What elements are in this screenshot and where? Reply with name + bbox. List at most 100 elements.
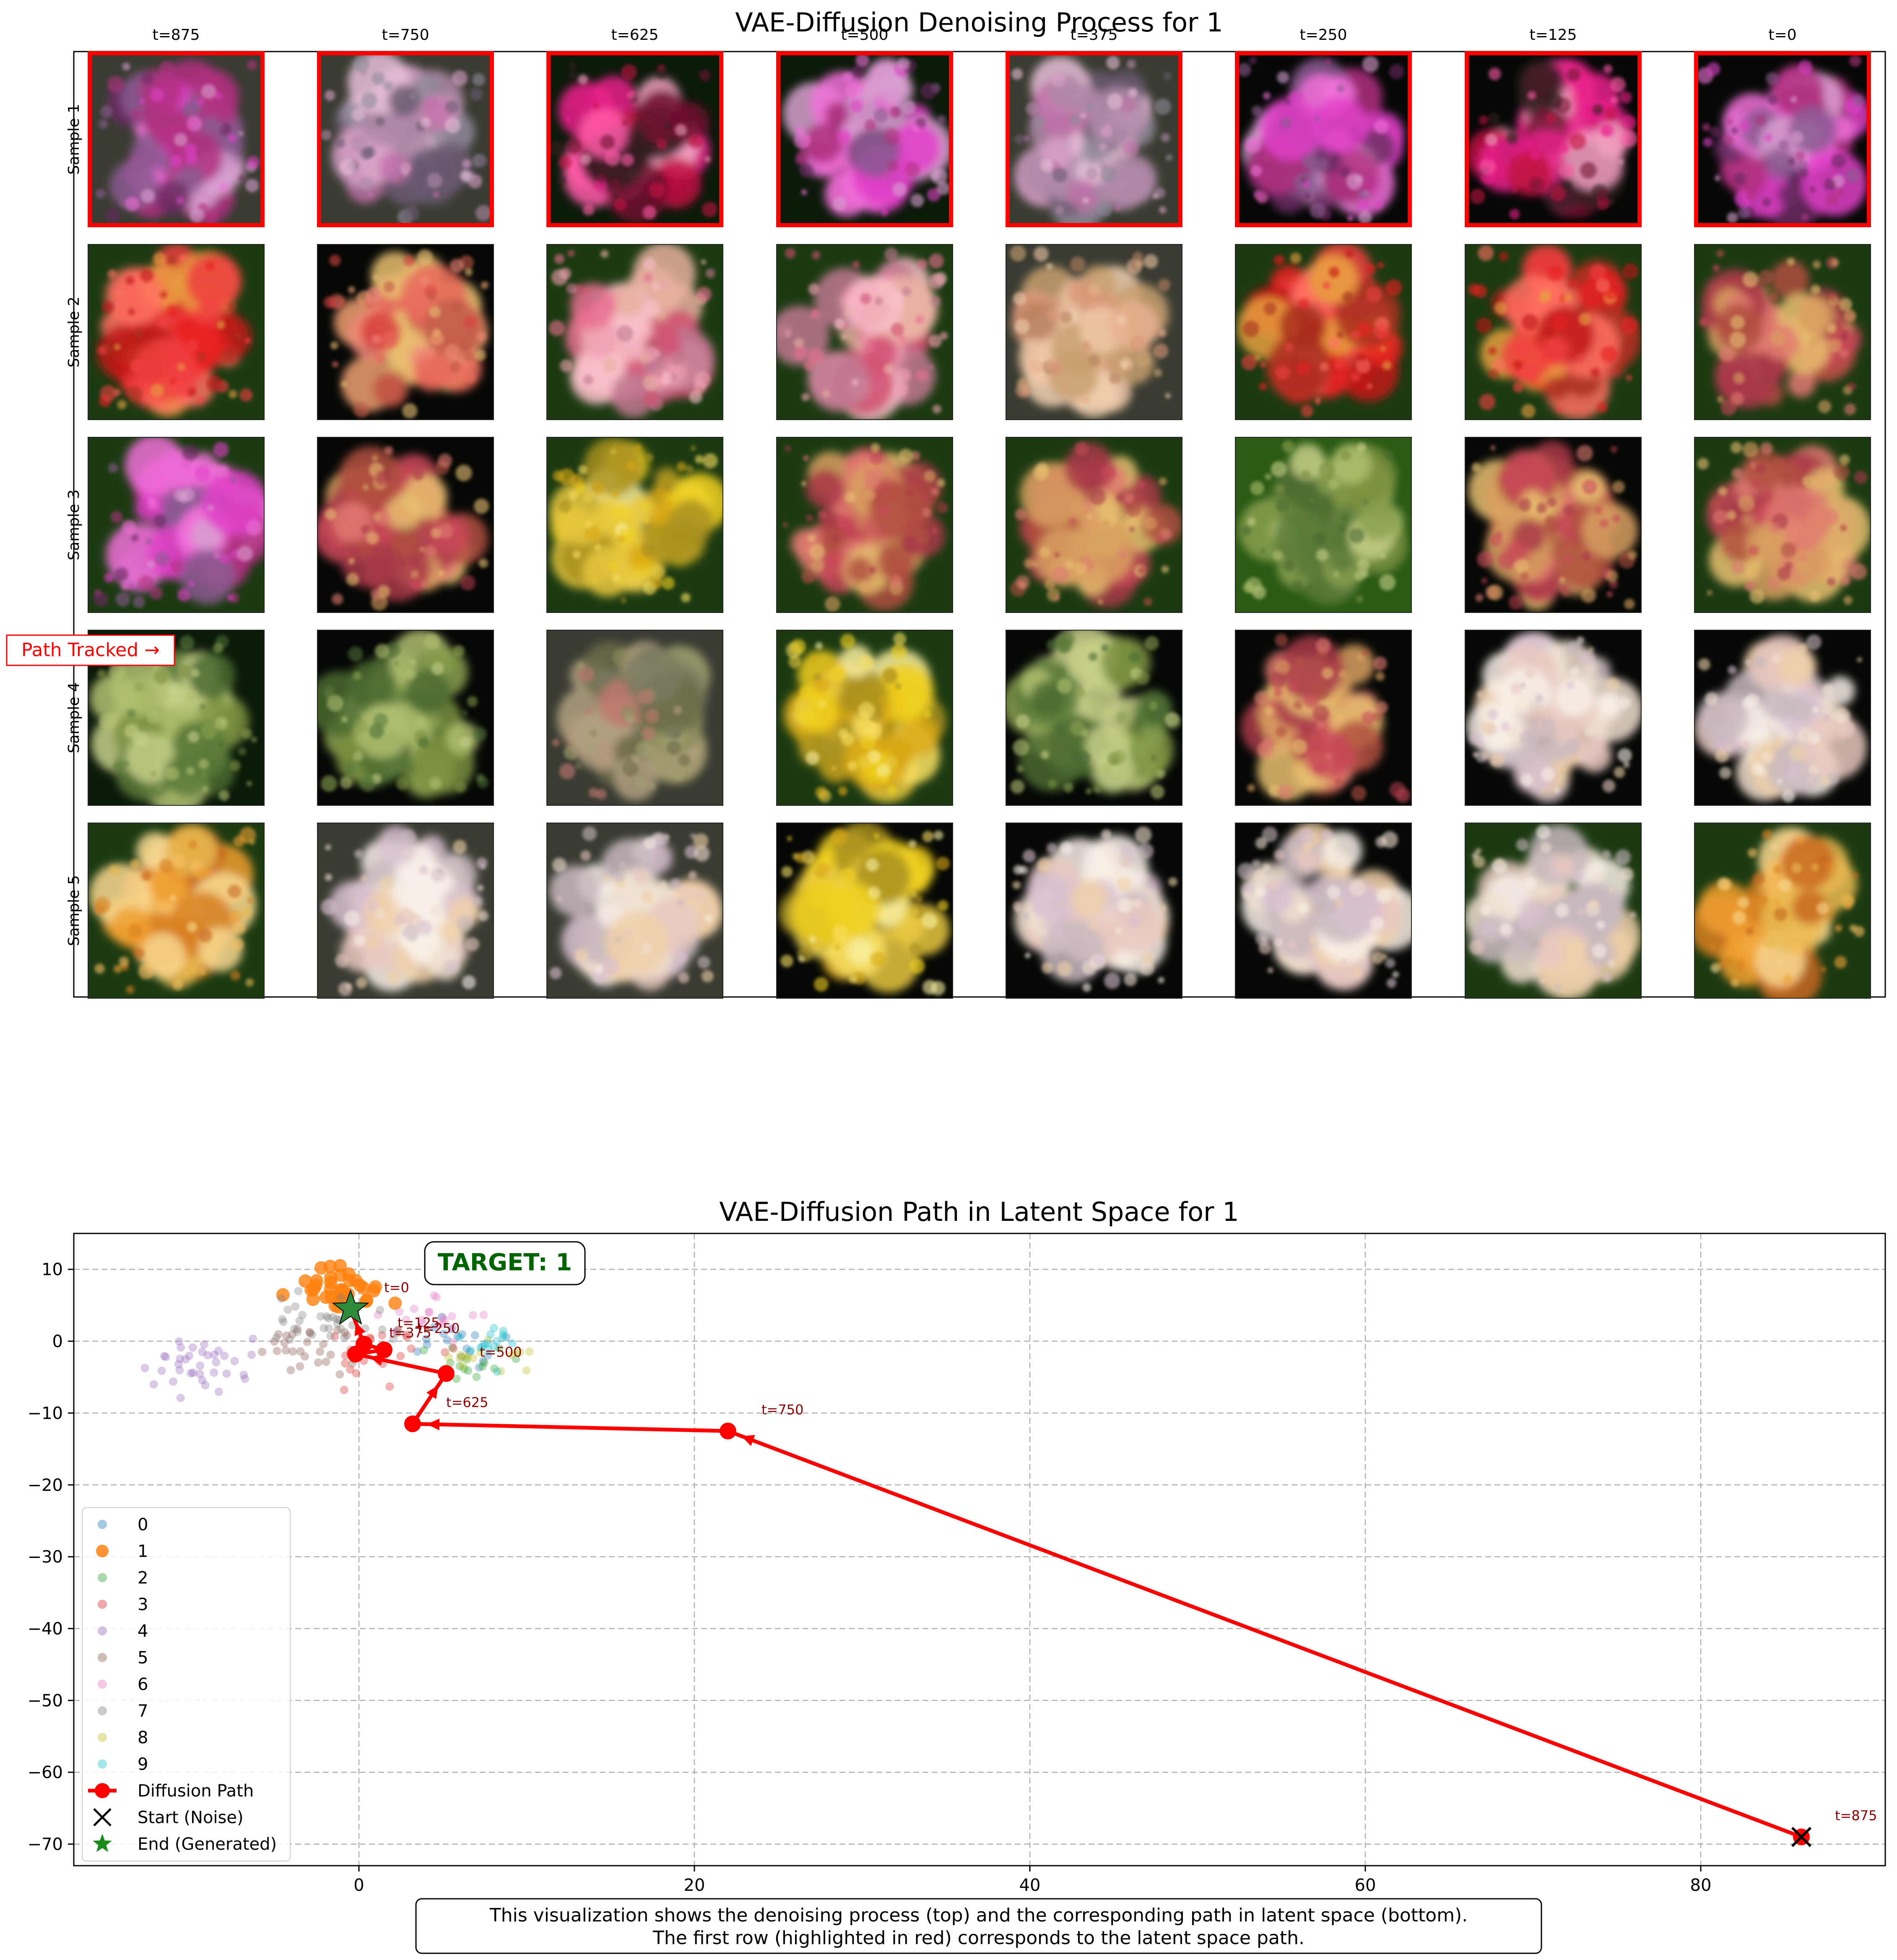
class-7-point bbox=[340, 1333, 349, 1342]
class-8-point bbox=[463, 1353, 472, 1361]
class-6-point bbox=[391, 1327, 400, 1336]
path-point bbox=[438, 1365, 455, 1382]
legend-marker bbox=[98, 1599, 107, 1609]
legend-item: 3 bbox=[98, 1595, 148, 1615]
class-5-point bbox=[288, 1330, 296, 1339]
flower-image bbox=[546, 51, 723, 227]
class-7-point bbox=[324, 1314, 333, 1323]
x-tick-label: 80 bbox=[1690, 1876, 1712, 1895]
legend-marker bbox=[93, 1834, 112, 1852]
class-7-point bbox=[279, 1318, 288, 1327]
legend-item: 6 bbox=[98, 1675, 148, 1694]
class-4-point bbox=[220, 1351, 229, 1360]
class-5-point bbox=[326, 1350, 335, 1359]
flower-image bbox=[776, 51, 953, 227]
flower-image bbox=[776, 630, 953, 806]
class-7-point bbox=[290, 1324, 299, 1333]
flower-image bbox=[1694, 437, 1871, 613]
class-7-point bbox=[293, 1327, 302, 1336]
class-5-point bbox=[392, 1329, 401, 1337]
class-3-point bbox=[402, 1330, 411, 1339]
target-box bbox=[424, 1241, 586, 1285]
legend-marker bbox=[98, 1573, 107, 1582]
class-5-point bbox=[273, 1347, 281, 1355]
class-0-point bbox=[439, 1329, 448, 1338]
class-6-point bbox=[447, 1312, 456, 1321]
class-7-point bbox=[316, 1312, 325, 1321]
class-0-point bbox=[447, 1325, 456, 1334]
class-7-point bbox=[333, 1315, 341, 1324]
class-6-point bbox=[448, 1323, 457, 1332]
class-4-point bbox=[160, 1352, 169, 1360]
class-3-point bbox=[449, 1344, 458, 1353]
path-point bbox=[356, 1335, 372, 1353]
caption: This visualization shows the denoising p… bbox=[415, 1898, 1542, 1954]
legend-marker bbox=[98, 1680, 107, 1689]
class-5-point bbox=[280, 1339, 289, 1347]
flower-image bbox=[1694, 630, 1871, 806]
flower-image bbox=[1694, 244, 1871, 420]
class-2-point bbox=[490, 1364, 499, 1373]
class-4-point bbox=[188, 1343, 197, 1352]
legend-label: 4 bbox=[138, 1622, 148, 1641]
path-step-label: t=625 bbox=[446, 1394, 488, 1410]
class-5-point bbox=[293, 1324, 302, 1333]
legend-marker bbox=[95, 1783, 110, 1798]
legend-marker bbox=[96, 1545, 109, 1558]
class-8-point bbox=[496, 1367, 505, 1376]
class-7-point bbox=[337, 1293, 346, 1302]
class-5-point bbox=[286, 1366, 295, 1375]
class-5-point bbox=[333, 1326, 342, 1334]
class-2-point bbox=[446, 1358, 455, 1367]
class-6-point bbox=[439, 1320, 447, 1329]
legend-label: 6 bbox=[138, 1675, 148, 1694]
denoising-grid-panel: VAE-Diffusion Denoising Process for 1 t=… bbox=[6, 7, 1886, 999]
class-8-point bbox=[456, 1351, 465, 1360]
class-5-point bbox=[316, 1347, 325, 1356]
legend-marker bbox=[98, 1733, 107, 1742]
class-7-point bbox=[329, 1313, 338, 1321]
class-6-point bbox=[418, 1319, 427, 1328]
class-4-point bbox=[175, 1366, 184, 1375]
class-8-point bbox=[507, 1351, 515, 1360]
path-arrowhead bbox=[426, 1385, 439, 1399]
flower-image bbox=[1235, 437, 1412, 613]
class-5-point bbox=[296, 1362, 304, 1371]
flower-image bbox=[1235, 630, 1412, 806]
row-label: Sample 4 bbox=[65, 682, 83, 753]
y-tick-label: −60 bbox=[28, 1763, 63, 1782]
class-2-point bbox=[464, 1366, 473, 1375]
caption-line-1: This visualization shows the denoising p… bbox=[489, 1905, 1468, 1926]
x-tick-label: 60 bbox=[1355, 1876, 1376, 1895]
flower-image bbox=[776, 244, 953, 420]
flower-image bbox=[88, 630, 265, 806]
class-5-point bbox=[303, 1337, 312, 1346]
legend-marker bbox=[98, 1706, 107, 1716]
class-2-point bbox=[512, 1355, 520, 1363]
class-4-point bbox=[176, 1394, 185, 1402]
class-2-point bbox=[460, 1365, 469, 1373]
class-5-point bbox=[258, 1347, 267, 1356]
legend-label: 1 bbox=[138, 1542, 148, 1561]
path-tracked-box bbox=[6, 634, 175, 666]
flower-image bbox=[546, 244, 723, 420]
class-9-point bbox=[493, 1367, 502, 1376]
class-5-point bbox=[270, 1337, 279, 1346]
class-3-point bbox=[385, 1382, 394, 1391]
class-7-point bbox=[324, 1324, 333, 1333]
class-2-point bbox=[478, 1362, 487, 1371]
y-tick-label: 10 bbox=[42, 1260, 63, 1280]
class-8-point bbox=[458, 1362, 467, 1371]
x-tick-label: 0 bbox=[353, 1876, 364, 1895]
highlight-border bbox=[1006, 51, 1182, 227]
path-step-label: t=375 bbox=[389, 1325, 431, 1341]
class-7-point bbox=[283, 1305, 292, 1314]
class-5-point bbox=[335, 1370, 344, 1379]
class-5-point bbox=[305, 1328, 314, 1337]
class-0-point bbox=[463, 1344, 471, 1353]
legend-label: 3 bbox=[138, 1595, 148, 1615]
x-tick-label: 40 bbox=[1019, 1876, 1041, 1895]
caption-box bbox=[415, 1898, 1542, 1954]
path-tracked-annotation: Path Tracked → bbox=[6, 634, 175, 666]
